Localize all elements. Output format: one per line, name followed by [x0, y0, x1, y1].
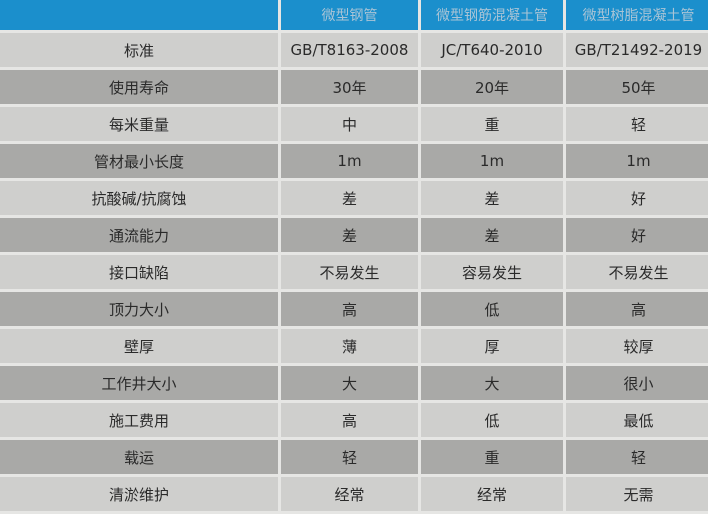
- reinforced-concrete-value: 20年: [421, 70, 563, 104]
- steel-pipe-value: 中: [281, 107, 418, 141]
- resin-concrete-value: 最低: [566, 403, 708, 437]
- row-label: 壁厚: [0, 329, 278, 363]
- resin-concrete-value: 较厚: [566, 329, 708, 363]
- reinforced-concrete-value: JC/T640-2010: [421, 33, 563, 67]
- header-resin-concrete-pipe: 微型树脂混凝土管: [566, 0, 708, 30]
- steel-pipe-value: 轻: [281, 440, 418, 474]
- reinforced-concrete-value: 低: [421, 292, 563, 326]
- row-label: 顶力大小: [0, 292, 278, 326]
- steel-pipe-value: 高: [281, 292, 418, 326]
- steel-pipe-value: 1m: [281, 144, 418, 178]
- resin-concrete-value: 1m: [566, 144, 708, 178]
- row-label: 通流能力: [0, 218, 278, 252]
- reinforced-concrete-value: 大: [421, 366, 563, 400]
- reinforced-concrete-value: 低: [421, 403, 563, 437]
- reinforced-concrete-value: 差: [421, 181, 563, 215]
- row-label: 每米重量: [0, 107, 278, 141]
- resin-concrete-value: 50年: [566, 70, 708, 104]
- row-label: 清淤维护: [0, 477, 278, 511]
- resin-concrete-value: 轻: [566, 107, 708, 141]
- row-label: 接口缺陷: [0, 255, 278, 289]
- header-reinforced-concrete-pipe: 微型钢筋混凝土管: [421, 0, 563, 30]
- steel-pipe-value: 大: [281, 366, 418, 400]
- row-label: 工作井大小: [0, 366, 278, 400]
- reinforced-concrete-value: 经常: [421, 477, 563, 511]
- resin-concrete-value: 无需: [566, 477, 708, 511]
- steel-pipe-value: 薄: [281, 329, 418, 363]
- resin-concrete-value: 好: [566, 218, 708, 252]
- row-label: 使用寿命: [0, 70, 278, 104]
- reinforced-concrete-value: 1m: [421, 144, 563, 178]
- steel-pipe-value: 差: [281, 181, 418, 215]
- resin-concrete-value: 好: [566, 181, 708, 215]
- steel-pipe-value: 30年: [281, 70, 418, 104]
- reinforced-concrete-value: 容易发生: [421, 255, 563, 289]
- row-label: 标准: [0, 33, 278, 67]
- steel-pipe-value: 差: [281, 218, 418, 252]
- reinforced-concrete-value: 重: [421, 440, 563, 474]
- row-label: 抗酸碱/抗腐蚀: [0, 181, 278, 215]
- header-cell-empty: [0, 0, 278, 30]
- resin-concrete-value: 高: [566, 292, 708, 326]
- steel-pipe-value: 不易发生: [281, 255, 418, 289]
- reinforced-concrete-value: 差: [421, 218, 563, 252]
- resin-concrete-value: 轻: [566, 440, 708, 474]
- header-steel-pipe: 微型钢管: [281, 0, 418, 30]
- steel-pipe-value: 高: [281, 403, 418, 437]
- steel-pipe-value: 经常: [281, 477, 418, 511]
- row-label: 管材最小长度: [0, 144, 278, 178]
- resin-concrete-value: GB/T21492-2019: [566, 33, 708, 67]
- resin-concrete-value: 不易发生: [566, 255, 708, 289]
- reinforced-concrete-value: 厚: [421, 329, 563, 363]
- reinforced-concrete-value: 重: [421, 107, 563, 141]
- resin-concrete-value: 很小: [566, 366, 708, 400]
- steel-pipe-value: GB/T8163-2008: [281, 33, 418, 67]
- row-label: 载运: [0, 440, 278, 474]
- row-label: 施工费用: [0, 403, 278, 437]
